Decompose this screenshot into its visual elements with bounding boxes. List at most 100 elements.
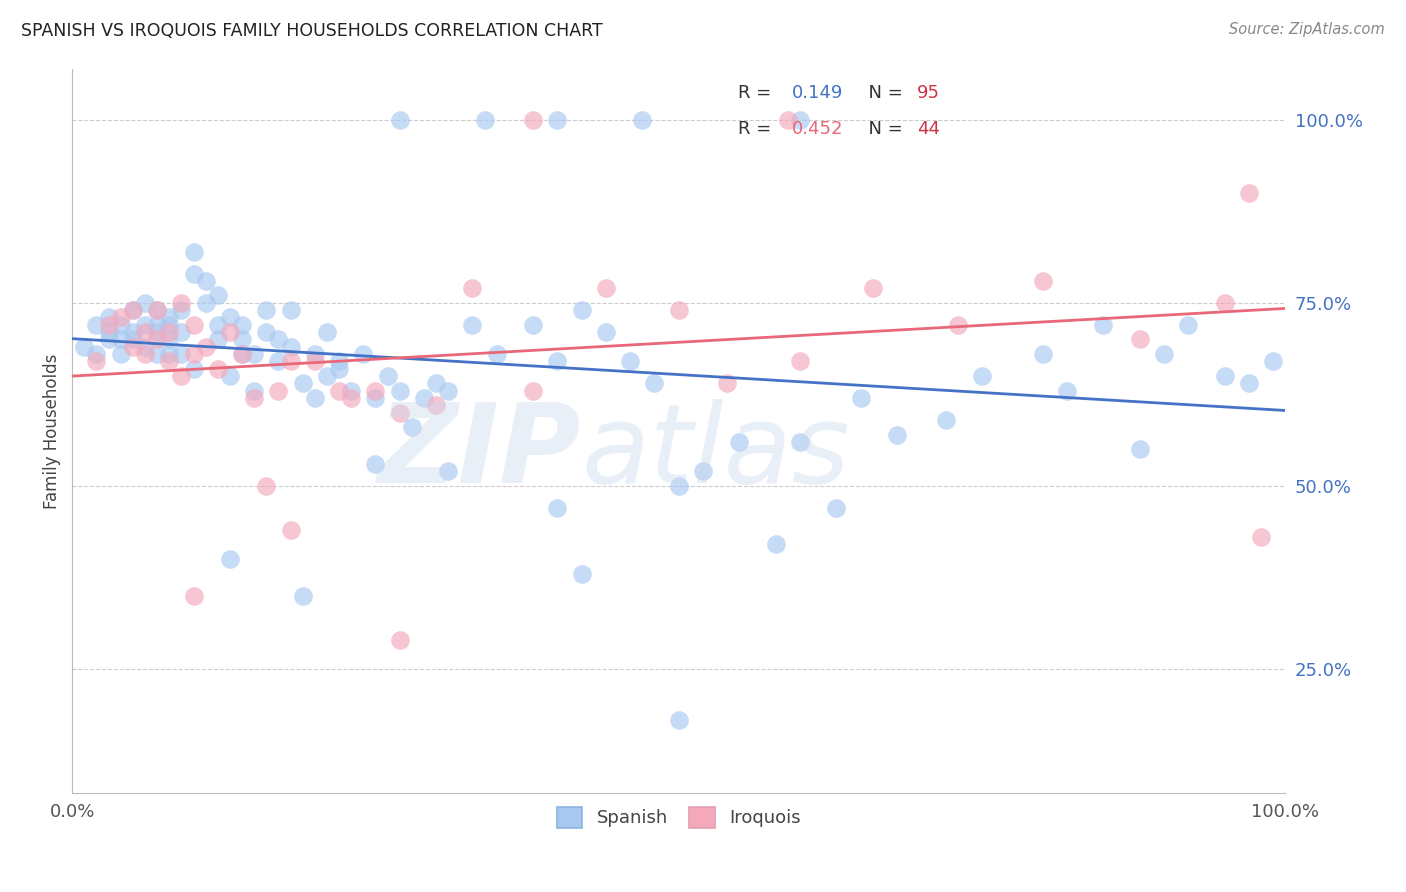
Point (1177, 318, 1199, 332)
Point (668, 479, 690, 493)
Point (231, 318, 253, 332)
Point (364, 391, 387, 405)
Text: atlas: atlas (582, 400, 851, 506)
Point (413, 391, 436, 405)
Point (254, 303, 277, 318)
Point (170, 295, 193, 310)
Point (461, 318, 484, 332)
Point (183, 318, 205, 332)
Point (207, 318, 229, 332)
Point (157, 310, 180, 325)
Point (219, 325, 242, 339)
Point (352, 347, 374, 361)
Point (97, 310, 120, 325)
Point (231, 347, 253, 361)
Point (134, 325, 156, 339)
Point (122, 325, 145, 339)
Point (170, 325, 193, 339)
Point (388, 632, 411, 647)
Point (522, 384, 544, 398)
Point (207, 288, 229, 302)
Point (231, 333, 253, 347)
Text: R =: R = (738, 120, 776, 137)
Point (668, 303, 690, 318)
Point (280, 340, 302, 354)
Point (219, 310, 242, 325)
Point (789, 112, 811, 127)
Point (825, 500, 848, 515)
Text: 0.149: 0.149 (792, 84, 844, 103)
Point (425, 398, 447, 412)
Point (231, 347, 253, 361)
Point (1056, 384, 1078, 398)
Point (1032, 274, 1054, 288)
Point (157, 318, 180, 332)
Legend: Spanish, Iroquois: Spanish, Iroquois (550, 800, 808, 835)
Point (110, 318, 132, 332)
Point (935, 413, 957, 427)
Point (862, 281, 884, 295)
Point (595, 325, 617, 339)
Point (425, 376, 447, 391)
Point (73, 340, 96, 354)
Point (146, 303, 169, 318)
Point (668, 713, 690, 727)
Point (546, 354, 568, 368)
Point (522, 112, 544, 127)
Point (546, 500, 568, 515)
Point (364, 457, 387, 471)
Text: R =: R = (738, 84, 776, 103)
Point (461, 281, 484, 295)
Point (849, 391, 872, 405)
Point (765, 537, 787, 551)
Point (243, 391, 266, 405)
Point (267, 384, 290, 398)
Point (194, 340, 217, 354)
Point (546, 112, 568, 127)
Point (122, 333, 145, 347)
Point (1153, 347, 1175, 361)
Point (789, 354, 811, 368)
Point (170, 369, 193, 384)
Point (1092, 318, 1115, 332)
Point (388, 384, 411, 398)
Point (280, 303, 302, 318)
Point (86, 354, 108, 368)
Point (571, 303, 593, 318)
Point (280, 354, 302, 368)
Point (692, 464, 714, 478)
Point (183, 267, 205, 281)
Point (886, 427, 908, 442)
Point (304, 347, 326, 361)
Point (619, 354, 641, 368)
Point (1213, 369, 1236, 384)
Point (437, 384, 460, 398)
Point (328, 354, 350, 368)
Point (146, 347, 169, 361)
Point (280, 523, 302, 537)
Point (1129, 333, 1152, 347)
Point (1032, 347, 1054, 361)
Point (595, 281, 617, 295)
Point (1237, 186, 1260, 200)
Point (776, 112, 799, 127)
Point (146, 318, 169, 332)
Point (146, 303, 169, 318)
Point (728, 434, 751, 449)
Point (183, 361, 205, 376)
Point (157, 333, 180, 347)
Point (207, 333, 229, 347)
Point (716, 376, 738, 391)
Point (291, 376, 314, 391)
Point (340, 391, 363, 405)
Text: N =: N = (856, 84, 908, 103)
Point (643, 376, 665, 391)
Point (122, 303, 145, 318)
Point (1213, 295, 1236, 310)
Point (219, 369, 242, 384)
Point (377, 369, 399, 384)
Point (146, 333, 169, 347)
Text: Source: ZipAtlas.com: Source: ZipAtlas.com (1229, 22, 1385, 37)
Point (183, 589, 205, 603)
Point (97, 325, 120, 339)
